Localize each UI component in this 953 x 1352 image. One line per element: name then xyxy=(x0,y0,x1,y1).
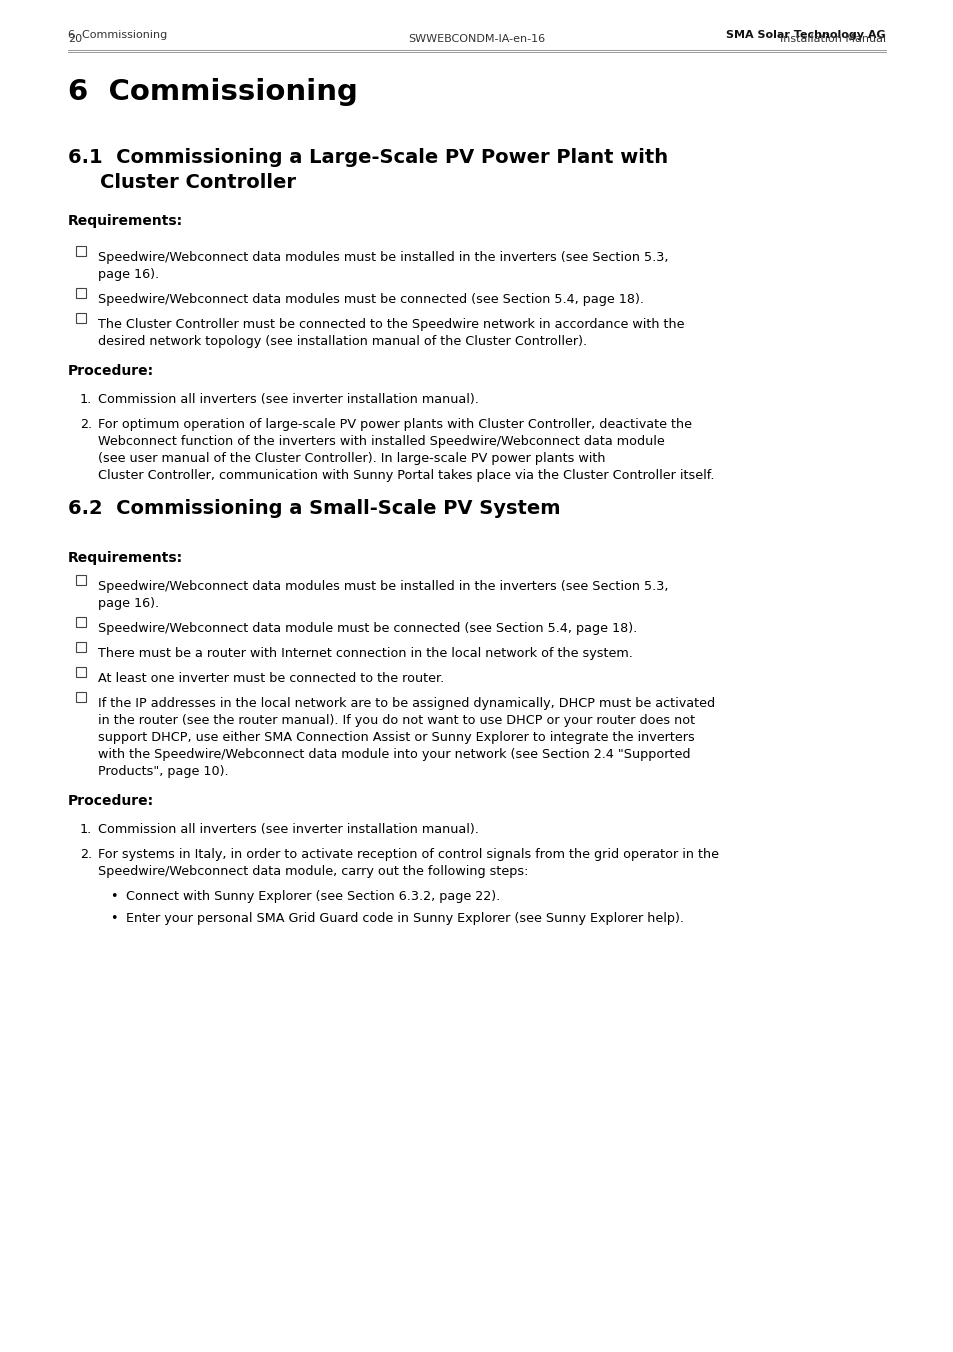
Text: •: • xyxy=(110,913,117,925)
Text: For optimum operation of large-scale PV power plants with Cluster Controller, de: For optimum operation of large-scale PV … xyxy=(98,418,691,431)
Text: 1.: 1. xyxy=(80,823,92,836)
Text: page 16).: page 16). xyxy=(98,268,159,281)
Text: desired network topology (see installation manual of the Cluster Controller).: desired network topology (see installati… xyxy=(98,335,586,347)
Text: Commission all inverters (see inverter installation manual).: Commission all inverters (see inverter i… xyxy=(98,393,478,406)
Text: Speedwire/Webconnect data modules must be installed in the inverters (see Sectio: Speedwire/Webconnect data modules must b… xyxy=(98,580,668,594)
Text: Requirements:: Requirements: xyxy=(68,552,183,565)
Text: Procedure:: Procedure: xyxy=(68,794,154,808)
Text: Requirements:: Requirements: xyxy=(68,214,183,228)
Text: SMA Solar Technology AG: SMA Solar Technology AG xyxy=(725,30,885,41)
Text: Speedwire/Webconnect data module must be connected (see Section 5.4, page 18).: Speedwire/Webconnect data module must be… xyxy=(98,622,637,635)
Bar xyxy=(76,642,86,652)
Text: (see user manual of the Cluster Controller). In large-scale PV power plants with: (see user manual of the Cluster Controll… xyxy=(98,452,605,465)
Text: 1.: 1. xyxy=(80,393,92,406)
Text: Speedwire/Webconnect data module, carry out the following steps:: Speedwire/Webconnect data module, carry … xyxy=(98,865,528,877)
Text: Installation Manual: Installation Manual xyxy=(779,34,885,45)
Text: •: • xyxy=(110,890,117,903)
Text: support DHCP, use either SMA Connection Assist or Sunny Explorer to integrate th: support DHCP, use either SMA Connection … xyxy=(98,731,694,744)
Text: 20: 20 xyxy=(68,34,82,45)
Text: 2.: 2. xyxy=(80,848,92,861)
Bar xyxy=(76,288,86,297)
Text: Procedure:: Procedure: xyxy=(68,364,154,379)
Text: 6  Commissioning: 6 Commissioning xyxy=(68,30,167,41)
Text: Products", page 10).: Products", page 10). xyxy=(98,765,229,777)
Text: Enter your personal SMA Grid Guard code in Sunny Explorer (see Sunny Explorer he: Enter your personal SMA Grid Guard code … xyxy=(126,913,683,925)
Text: Cluster Controller, communication with Sunny Portal takes place via the Cluster : Cluster Controller, communication with S… xyxy=(98,469,714,483)
Bar xyxy=(76,314,86,323)
Text: SWWEBCONDM-IA-en-16: SWWEBCONDM-IA-en-16 xyxy=(408,34,545,45)
Text: There must be a router with Internet connection in the local network of the syst: There must be a router with Internet con… xyxy=(98,648,632,660)
Text: Speedwire/Webconnect data modules must be connected (see Section 5.4, page 18).: Speedwire/Webconnect data modules must b… xyxy=(98,293,643,306)
Text: Speedwire/Webconnect data modules must be installed in the inverters (see Sectio: Speedwire/Webconnect data modules must b… xyxy=(98,251,668,264)
Text: For systems in Italy, in order to activate reception of control signals from the: For systems in Italy, in order to activa… xyxy=(98,848,719,861)
Text: page 16).: page 16). xyxy=(98,598,159,610)
Text: Webconnect function of the inverters with installed Speedwire/Webconnect data mo: Webconnect function of the inverters wit… xyxy=(98,435,664,448)
Text: 6.2  Commissioning a Small-Scale PV System: 6.2 Commissioning a Small-Scale PV Syste… xyxy=(68,499,560,518)
Bar xyxy=(76,575,86,585)
Text: Cluster Controller: Cluster Controller xyxy=(100,173,295,192)
Text: If the IP addresses in the local network are to be assigned dynamically, DHCP mu: If the IP addresses in the local network… xyxy=(98,698,715,710)
Text: Commission all inverters (see inverter installation manual).: Commission all inverters (see inverter i… xyxy=(98,823,478,836)
Text: with the Speedwire/Webconnect data module into your network (see Section 2.4 "Su: with the Speedwire/Webconnect data modul… xyxy=(98,748,690,761)
Bar xyxy=(76,692,86,702)
Bar xyxy=(76,617,86,627)
Text: Connect with Sunny Explorer (see Section 6.3.2, page 22).: Connect with Sunny Explorer (see Section… xyxy=(126,890,499,903)
Text: in the router (see the router manual). If you do not want to use DHCP or your ro: in the router (see the router manual). I… xyxy=(98,714,695,727)
Text: 2.: 2. xyxy=(80,418,92,431)
Bar xyxy=(76,246,86,256)
Text: 6  Commissioning: 6 Commissioning xyxy=(68,78,357,105)
Text: The Cluster Controller must be connected to the Speedwire network in accordance : The Cluster Controller must be connected… xyxy=(98,318,684,331)
Text: 6.1  Commissioning a Large-Scale PV Power Plant with: 6.1 Commissioning a Large-Scale PV Power… xyxy=(68,147,667,168)
Text: At least one inverter must be connected to the router.: At least one inverter must be connected … xyxy=(98,672,444,685)
Bar xyxy=(76,667,86,677)
